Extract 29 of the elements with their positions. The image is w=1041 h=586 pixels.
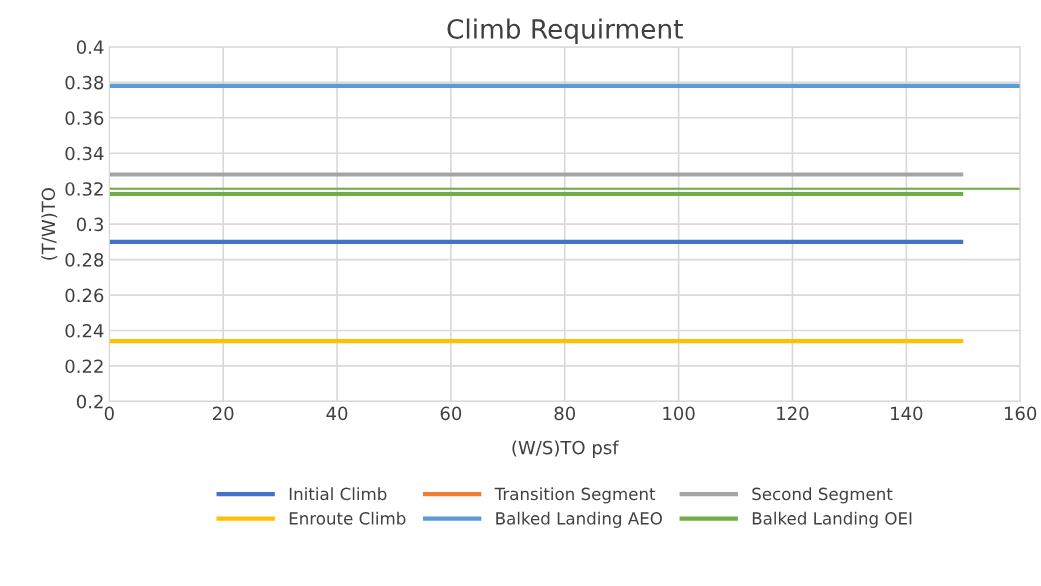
- x-tick-label: 120: [777, 406, 809, 421]
- x-tick-label: 100: [663, 406, 695, 421]
- y-tick-label: 0.38: [65, 75, 104, 90]
- y-axis-title: (T/W)TO: [41, 188, 58, 260]
- y-tick-label: 0.36: [65, 111, 104, 125]
- legend-label: Balked Landing OEI: [752, 511, 912, 528]
- y-tick-label: 0.22: [65, 359, 103, 374]
- y-tick-label: 0.34: [65, 146, 104, 161]
- y-tick-label: 0.26: [65, 288, 104, 303]
- y-tick-label: 0.28: [65, 253, 104, 267]
- legend-label: Second Segment: [752, 487, 893, 504]
- legend-label: Initial Climb: [289, 487, 387, 501]
- x-tick-label: 80: [554, 406, 576, 421]
- x-tick-label: 20: [213, 406, 234, 421]
- y-tick-label: 0.3: [76, 217, 103, 232]
- y-tick-label: 0.32: [65, 182, 103, 196]
- x-tick-label: 40: [326, 406, 348, 421]
- x-tick-label: 140: [891, 406, 923, 421]
- x-axis-title: (W/S)TO psf: [512, 440, 619, 458]
- y-tick-label: 0.2: [76, 394, 103, 409]
- x-tick-label: 60: [440, 406, 462, 421]
- y-tick-label: 0.24: [65, 323, 104, 338]
- x-tick-label: 160: [1004, 406, 1037, 421]
- x-tick-label: 0: [104, 406, 114, 421]
- y-tick-label: 0.4: [76, 40, 104, 54]
- chart-title: Climb Requirment: [447, 18, 683, 45]
- legend-label: Enroute Climb: [289, 511, 406, 525]
- legend-label: Transition Segment: [494, 487, 656, 504]
- legend-label: Balked Landing AEO: [496, 511, 662, 528]
